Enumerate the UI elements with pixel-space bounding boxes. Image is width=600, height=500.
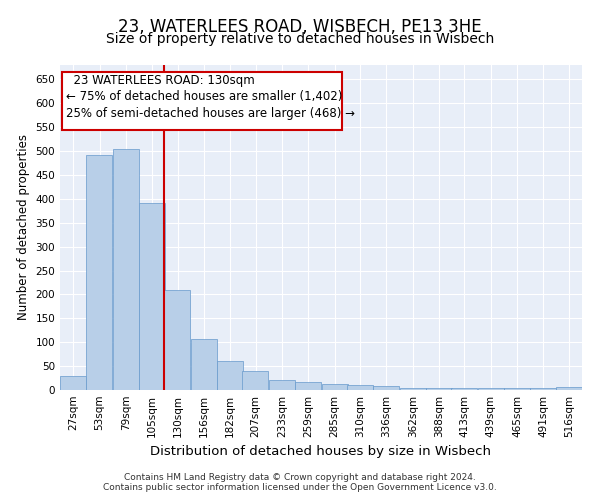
Bar xyxy=(478,388,503,390)
Bar xyxy=(451,388,477,390)
Bar xyxy=(217,362,243,390)
Bar xyxy=(269,380,295,390)
Bar xyxy=(86,156,112,390)
Bar xyxy=(400,388,425,390)
Bar xyxy=(242,371,268,390)
Bar xyxy=(530,388,556,390)
Bar xyxy=(191,339,217,390)
Text: Contains HM Land Registry data © Crown copyright and database right 2024.: Contains HM Land Registry data © Crown c… xyxy=(124,474,476,482)
Text: 25% of semi-detached houses are larger (468) →: 25% of semi-detached houses are larger (… xyxy=(66,106,355,120)
Bar xyxy=(113,149,139,390)
Bar xyxy=(164,290,190,390)
Text: 23 WATERLEES ROAD: 130sqm: 23 WATERLEES ROAD: 130sqm xyxy=(66,74,255,87)
Bar xyxy=(60,376,86,390)
Bar xyxy=(62,72,342,130)
X-axis label: Distribution of detached houses by size in Wisbech: Distribution of detached houses by size … xyxy=(151,446,491,458)
Text: 23, WATERLEES ROAD, WISBECH, PE13 3HE: 23, WATERLEES ROAD, WISBECH, PE13 3HE xyxy=(118,18,482,36)
Bar xyxy=(322,384,347,390)
Bar xyxy=(556,387,581,390)
Bar xyxy=(347,384,373,390)
Bar xyxy=(426,388,452,390)
Text: Size of property relative to detached houses in Wisbech: Size of property relative to detached ho… xyxy=(106,32,494,46)
Bar xyxy=(295,382,321,390)
Bar xyxy=(139,203,165,390)
Y-axis label: Number of detached properties: Number of detached properties xyxy=(17,134,30,320)
Bar xyxy=(373,386,399,390)
Text: Contains public sector information licensed under the Open Government Licence v3: Contains public sector information licen… xyxy=(103,484,497,492)
Bar xyxy=(504,388,530,390)
Text: ← 75% of detached houses are smaller (1,402): ← 75% of detached houses are smaller (1,… xyxy=(66,90,343,104)
